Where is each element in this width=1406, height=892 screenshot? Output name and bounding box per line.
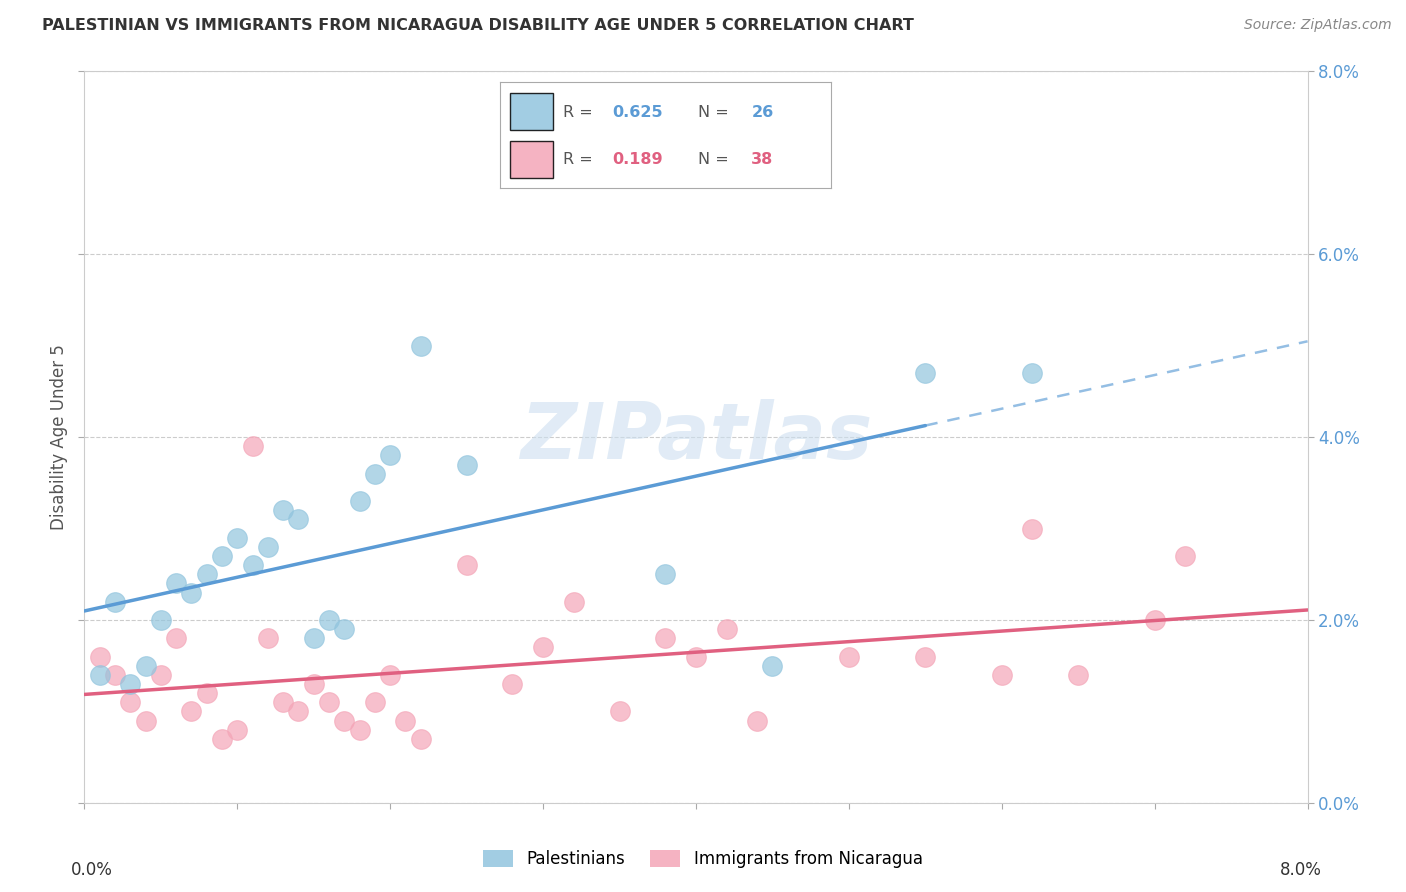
Point: [1174, 549, 1197, 563]
Point: [242, 439, 264, 453]
Point: [149, 613, 172, 627]
Point: [104, 667, 127, 681]
Point: [120, 695, 142, 709]
Point: [333, 714, 356, 728]
Point: [501, 677, 523, 691]
Point: [89, 649, 111, 664]
Text: 0.0%: 0.0%: [70, 861, 112, 879]
Point: [456, 458, 478, 472]
Point: [149, 667, 172, 681]
Point: [990, 667, 1012, 681]
Point: [195, 567, 218, 582]
Point: [364, 695, 387, 709]
Point: [287, 705, 309, 719]
Legend: Palestinians, Immigrants from Nicaragua: Palestinians, Immigrants from Nicaragua: [477, 843, 929, 875]
Text: 8.0%: 8.0%: [1279, 861, 1322, 879]
Point: [1143, 613, 1166, 627]
Point: [654, 567, 676, 582]
Point: [195, 686, 218, 700]
Point: [380, 449, 402, 463]
Point: [364, 467, 387, 481]
Point: [745, 714, 768, 728]
Text: Source: ZipAtlas.com: Source: ZipAtlas.com: [1244, 18, 1392, 32]
Point: [456, 558, 478, 573]
Text: PALESTINIAN VS IMMIGRANTS FROM NICARAGUA DISABILITY AGE UNDER 5 CORRELATION CHAR: PALESTINIAN VS IMMIGRANTS FROM NICARAGUA…: [42, 18, 914, 33]
Point: [318, 613, 340, 627]
Point: [562, 594, 585, 608]
Point: [257, 540, 280, 554]
Point: [914, 649, 936, 664]
Point: [838, 649, 860, 664]
Point: [380, 667, 402, 681]
Point: [302, 632, 325, 646]
Point: [165, 632, 187, 646]
Point: [685, 649, 707, 664]
Point: [180, 705, 202, 719]
Point: [394, 714, 416, 728]
Point: [226, 723, 249, 737]
Point: [349, 494, 371, 508]
Point: [211, 731, 233, 746]
Point: [104, 594, 127, 608]
Point: [349, 723, 371, 737]
Point: [211, 549, 233, 563]
Point: [242, 558, 264, 573]
Point: [409, 338, 432, 352]
Point: [914, 366, 936, 380]
Text: ZIPatlas: ZIPatlas: [520, 399, 872, 475]
Point: [165, 576, 187, 591]
Point: [1021, 521, 1043, 535]
Point: [531, 640, 554, 655]
Y-axis label: Disability Age Under 5: Disability Age Under 5: [49, 344, 67, 530]
Point: [89, 667, 111, 681]
Point: [257, 632, 280, 646]
Point: [716, 622, 738, 636]
Point: [761, 658, 783, 673]
Point: [271, 695, 294, 709]
Point: [226, 531, 249, 545]
Point: [654, 632, 676, 646]
Point: [609, 705, 631, 719]
Point: [271, 503, 294, 517]
Point: [318, 695, 340, 709]
Point: [302, 677, 325, 691]
Point: [135, 714, 157, 728]
Point: [1021, 366, 1043, 380]
Point: [333, 622, 356, 636]
Point: [180, 585, 202, 599]
Point: [409, 731, 432, 746]
Point: [120, 677, 142, 691]
Point: [1067, 667, 1090, 681]
Point: [135, 658, 157, 673]
Point: [287, 512, 309, 526]
